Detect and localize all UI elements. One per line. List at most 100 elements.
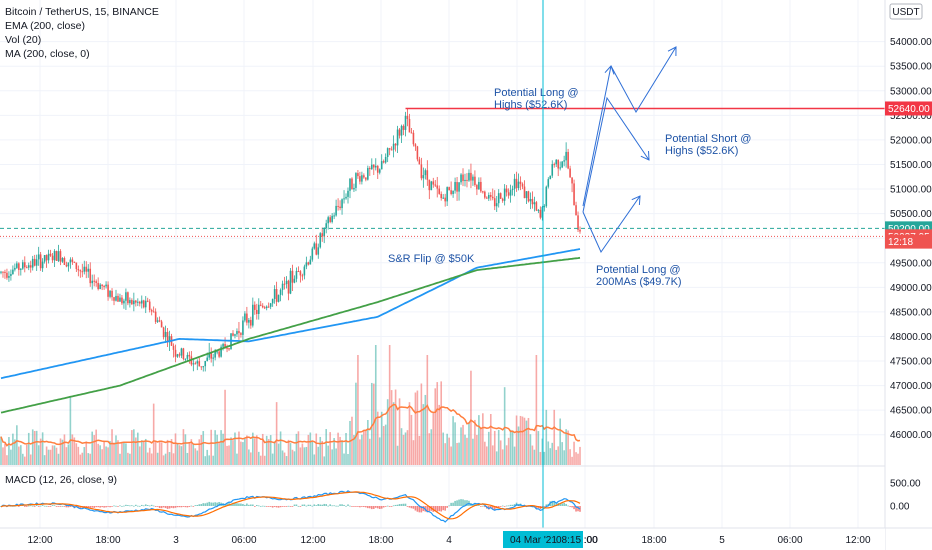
candle-body: [133, 300, 135, 305]
macd-histogram-bar: [186, 506, 189, 508]
macd-histogram-bar: [156, 506, 159, 507]
macd-histogram-bar: [41, 505, 44, 506]
candle-body: [353, 187, 355, 190]
macd-histogram-bar: [33, 506, 36, 507]
volume-bar: [357, 355, 359, 465]
candle-body: [515, 178, 518, 189]
candle-body: [434, 184, 437, 186]
macd-histogram-bar: [55, 506, 58, 507]
annotation-line: 200MAs ($49.7K): [596, 276, 682, 288]
volume-bar: [111, 429, 113, 465]
candle-body: [371, 164, 373, 170]
volume-bar: [25, 444, 28, 465]
candle-body: [372, 164, 375, 168]
volume-bar: [248, 449, 250, 465]
volume-bar: [355, 382, 357, 465]
volume-bar: [525, 420, 528, 465]
volume-bar: [515, 415, 518, 465]
candle-body: [448, 187, 450, 191]
macd-histogram-bar: [121, 505, 123, 507]
volume-bar: [464, 434, 466, 465]
ema-indicator-label[interactable]: EMA (200, close): [5, 20, 85, 32]
macd-histogram-bar: [89, 506, 92, 508]
candle-body: [25, 267, 28, 269]
candle-body: [176, 354, 179, 357]
volume-bar: [487, 431, 490, 465]
candle-body: [404, 115, 407, 130]
volume-bar: [257, 451, 260, 465]
volume-bar: [565, 429, 567, 465]
macd-histogram-bar: [561, 503, 563, 506]
macd-histogram-bar: [218, 502, 220, 506]
time-axis[interactable]: 12:00 18:00 3 06:00 12:00 18:00 4 12:00 18:00 5 06…: [0, 527, 932, 550]
candle-body: [420, 164, 423, 179]
annotation-long-highs[interactable]: Potential Long @ Highs ($52.6K): [494, 87, 579, 111]
macd-histogram-bar: [309, 504, 312, 506]
candle-body: [20, 268, 22, 270]
volume-bar: [472, 438, 474, 465]
macd-histogram-bar: [543, 506, 546, 507]
candle-body: [135, 300, 137, 303]
candle-body: [307, 262, 310, 265]
volume-bar: [414, 392, 417, 465]
volume-bar: [319, 436, 322, 465]
candle-body: [365, 177, 367, 180]
candle-body: [240, 333, 242, 335]
macd-histogram-bar: [493, 506, 496, 510]
macd-histogram-bar: [503, 506, 506, 507]
volume-bar: [131, 430, 133, 465]
candle-body: [146, 300, 149, 302]
macd-histogram-bar: [45, 505, 48, 507]
candle-body: [331, 215, 333, 222]
volume-bar: [438, 404, 441, 465]
price-tick-label: 52000.00: [890, 135, 932, 146]
macd-histogram-bar: [254, 506, 256, 507]
annotation-sr-flip[interactable]: S&R Flip @ $50K: [388, 253, 475, 265]
macd-histogram-bar: [198, 504, 201, 506]
volume-bar: [478, 415, 480, 465]
annotation-short-highs[interactable]: Potential Short @ Highs ($52.6K): [665, 133, 751, 157]
candle-body: [111, 290, 113, 298]
candle-body: [89, 268, 92, 284]
volume-bar: [416, 390, 419, 465]
ma-indicator-label[interactable]: MA (200, close, 0): [5, 48, 90, 60]
candle-body: [384, 157, 387, 163]
macd-histogram-bar: [551, 500, 554, 506]
volume-bar: [555, 449, 558, 465]
macd-histogram-bar: [398, 504, 401, 506]
volume-bar: [20, 445, 22, 465]
candle-body: [416, 146, 419, 160]
volume-bar: [363, 430, 365, 465]
candle-body: [355, 173, 357, 188]
annotation-long-200ma[interactable]: Potential Long @200MAs ($49.7K): [596, 264, 682, 288]
price-axis[interactable]: USDT 54000.00 53500.00 53000.00 52500.00 5200…: [884, 0, 932, 550]
volume-bar: [184, 434, 187, 465]
symbol-title[interactable]: Bitcoin / TetherUS, 15, BINANCE: [5, 6, 159, 18]
candle-body: [228, 348, 230, 350]
candle-body: [43, 255, 46, 262]
macd-histogram-bar: [420, 506, 423, 513]
macd-histogram-bar: [422, 506, 425, 512]
macd-histogram-bar: [319, 504, 322, 506]
candle-body: [57, 251, 60, 261]
currency-badge[interactable]: [889, 3, 923, 20]
macd-histogram-bar: [299, 506, 302, 507]
candle-body: [533, 202, 536, 205]
candle-body: [206, 357, 209, 361]
candle-body: [281, 283, 284, 290]
candle-body: [438, 188, 441, 194]
candle-body: [85, 266, 88, 272]
candle-body: [261, 305, 264, 308]
macd-histogram-bar: [27, 505, 30, 507]
macd-histogram-bar: [226, 503, 228, 506]
volume-bar: [129, 453, 131, 465]
vol-indicator-label[interactable]: Vol (20): [5, 34, 42, 46]
candle-body: [408, 118, 411, 133]
macd-indicator-label[interactable]: MACD (12, 26, close, 9): [5, 474, 118, 486]
macd-histogram-bar: [301, 504, 304, 506]
macd-histogram-bar: [77, 506, 80, 509]
volume-bar: [31, 429, 34, 465]
macd-histogram-bar: [452, 502, 454, 506]
candle-body: [327, 217, 329, 224]
